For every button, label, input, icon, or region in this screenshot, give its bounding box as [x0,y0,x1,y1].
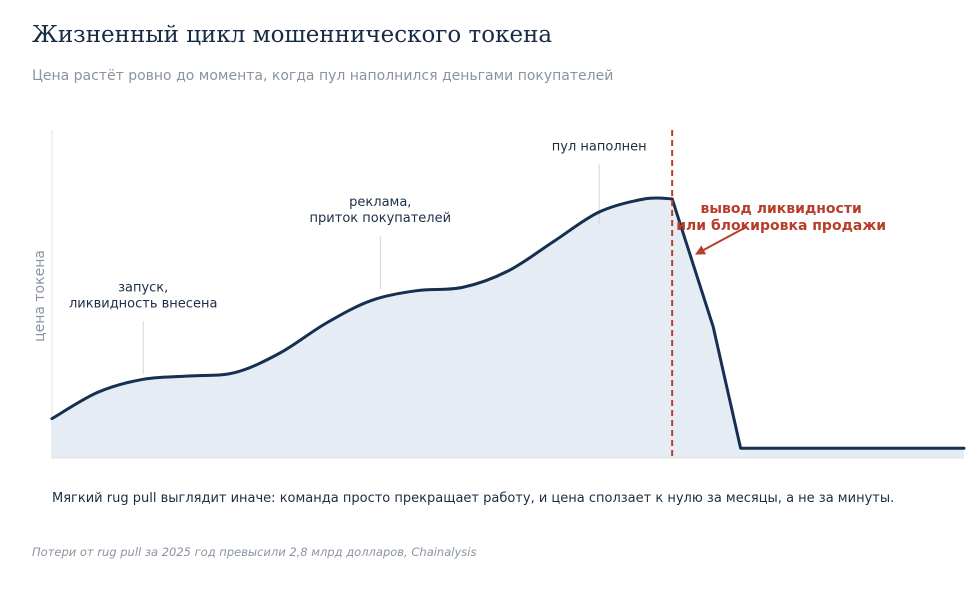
event-label-line-2: или блокировка продажи [676,218,886,234]
annotation-label-2-line-2: приток покупателей [310,211,452,226]
price-line [50,196,966,450]
source-note: Потери от rug pull за 2025 год превысили… [32,545,477,559]
annotation-label-2-line-1: реклама, [349,195,411,210]
chart-subtitle: Цена растёт ровно до момента, когда пул … [32,68,614,84]
price-area-fill [52,197,964,458]
event-arrow-shaft [700,225,748,253]
event-label-line-1: вывод ликвидности [701,201,862,217]
annotation-label-3-line-1: пул наполнен [552,139,647,154]
chart-title: Жизненный цикл мошеннического токена [32,22,553,48]
annotation-label-1-line-1: запуск, [118,280,168,295]
annotation-label-1-line-2: ликвидность внесена [69,296,217,311]
y-axis-label: цена токена [32,250,48,342]
footer-note: Мягкий rug pull выглядит иначе: команда … [52,491,895,506]
event-arrow-head [695,245,707,255]
